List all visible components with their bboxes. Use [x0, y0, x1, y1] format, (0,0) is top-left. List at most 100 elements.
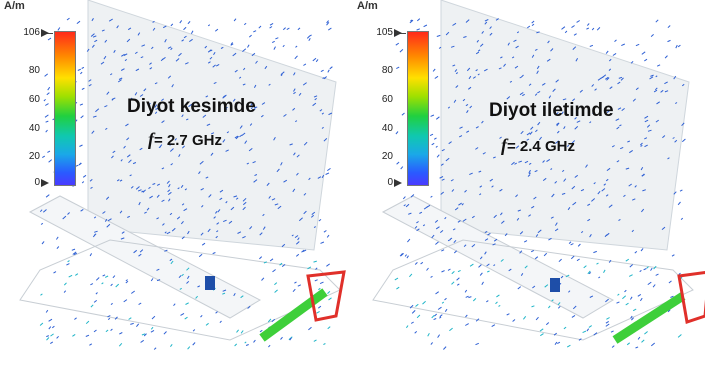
current-vector-arrow: [587, 203, 591, 206]
current-vector-arrow: [506, 96, 511, 100]
scale-pointer-bottom: [394, 179, 402, 187]
current-vector-arrow: [547, 40, 550, 44]
current-vector-arrow: [511, 56, 515, 59]
current-vector-arrow: [303, 210, 307, 215]
current-vector-arrow: [39, 322, 44, 326]
current-vector-arrow: [184, 62, 189, 65]
current-vector-arrow: [180, 312, 185, 316]
current-vector-arrow: [183, 26, 187, 31]
current-vector-arrow: [230, 42, 234, 45]
scale-tick-label: 80: [28, 65, 40, 76]
current-vector-arrow: [650, 34, 654, 37]
current-vector-arrow: [528, 214, 531, 217]
current-vector-arrow: [571, 185, 576, 190]
current-vector-arrow: [572, 201, 577, 206]
current-vector-arrow: [149, 62, 152, 65]
ground-plane: [28, 195, 262, 319]
current-vector-arrow: [50, 333, 54, 337]
current-vector-arrow: [214, 28, 219, 32]
current-vector-arrow: [219, 197, 223, 201]
current-vector-arrow: [282, 27, 286, 31]
current-vector-arrow: [440, 163, 444, 166]
current-vector-arrow: [617, 81, 621, 85]
current-vector-arrow: [431, 142, 435, 146]
current-vector-arrow: [233, 195, 238, 198]
current-vector-arrow: [644, 115, 649, 119]
current-vector-arrow: [605, 178, 609, 182]
current-vector-arrow: [181, 203, 185, 206]
current-vector-arrow: [234, 135, 239, 139]
current-vector-arrow: [409, 273, 413, 278]
current-vector-arrow: [566, 144, 570, 147]
current-vector-arrow: [119, 210, 123, 214]
current-vector-arrow: [269, 26, 273, 29]
current-vector-arrow: [326, 21, 330, 26]
current-vector-arrow: [160, 58, 164, 62]
current-vector-arrow: [616, 126, 620, 130]
current-vector-arrow: [491, 324, 496, 328]
current-vector-arrow: [178, 52, 182, 57]
current-vector-arrow: [45, 309, 49, 313]
current-vector-arrow: [91, 130, 95, 134]
current-vector-arrow: [430, 275, 433, 278]
current-vector-arrow: [572, 46, 577, 50]
current-vector-arrow: [481, 281, 484, 285]
current-vector-arrow: [143, 333, 147, 337]
current-vector-arrow: [154, 111, 158, 115]
current-vector-arrow: [639, 142, 643, 146]
current-vector-arrow: [618, 218, 621, 222]
scale-tick-label: 40: [28, 123, 40, 134]
current-vector-arrow: [475, 126, 479, 129]
current-vector-arrow: [40, 293, 43, 296]
current-vector-arrow: [681, 83, 685, 87]
current-vector-arrow: [137, 32, 141, 36]
antenna-surface-current-scene: [19, 0, 346, 350]
current-vector-arrow: [308, 38, 311, 42]
current-vector-arrow: [664, 81, 668, 85]
current-vector-arrow: [233, 18, 237, 22]
current-vector-arrow: [156, 268, 160, 271]
current-vector-arrow: [448, 141, 452, 145]
current-vector-arrow: [484, 251, 487, 255]
current-vector-arrow: [184, 188, 188, 191]
current-vector-arrow: [399, 49, 404, 53]
current-vector-arrow: [302, 249, 307, 252]
current-vector-arrow: [499, 136, 502, 139]
current-vector-arrow: [45, 103, 49, 106]
current-vector-arrow: [520, 74, 524, 78]
current-vector-arrow: [593, 250, 597, 254]
current-vector-arrow: [675, 44, 678, 49]
current-vector-arrow: [461, 203, 464, 206]
current-vector-arrow: [213, 216, 216, 219]
current-vector-arrow: [400, 166, 404, 170]
current-vector-arrow: [527, 174, 531, 177]
current-vector-arrow: [531, 305, 535, 308]
current-vector-arrow: [667, 39, 671, 43]
current-vector-arrow: [517, 209, 521, 212]
current-vector-arrow: [47, 37, 52, 41]
current-vector-arrow: [205, 322, 209, 326]
current-vector-arrow: [644, 137, 648, 140]
current-vector-arrow: [674, 139, 678, 143]
current-vector-arrow: [534, 256, 539, 260]
feed-line: [612, 292, 686, 344]
current-vector-arrow: [591, 84, 595, 87]
current-vector-arrow: [50, 341, 54, 345]
current-vector-arrow: [597, 77, 602, 81]
current-vector-arrow: [213, 51, 216, 56]
current-vector-arrow: [40, 222, 44, 225]
current-plot-diode-on: A/m 105 80 60 40 20 0 Diyot iletimde f= …: [353, 0, 705, 383]
current-vector-arrow: [327, 326, 331, 330]
current-vector-arrow: [192, 342, 196, 346]
current-vector-arrow: [673, 75, 677, 80]
current-vector-arrow: [123, 299, 128, 303]
current-vector-arrow: [119, 332, 123, 335]
current-vector-arrow: [589, 295, 594, 298]
current-vector-arrow: [236, 329, 239, 333]
current-vector-arrow: [171, 84, 174, 88]
current-vector-arrow: [667, 25, 671, 29]
current-vector-arrow: [128, 159, 132, 164]
current-vector-arrow: [558, 258, 562, 263]
current-vector-arrow: [273, 46, 276, 50]
current-vector-arrow: [120, 68, 125, 71]
